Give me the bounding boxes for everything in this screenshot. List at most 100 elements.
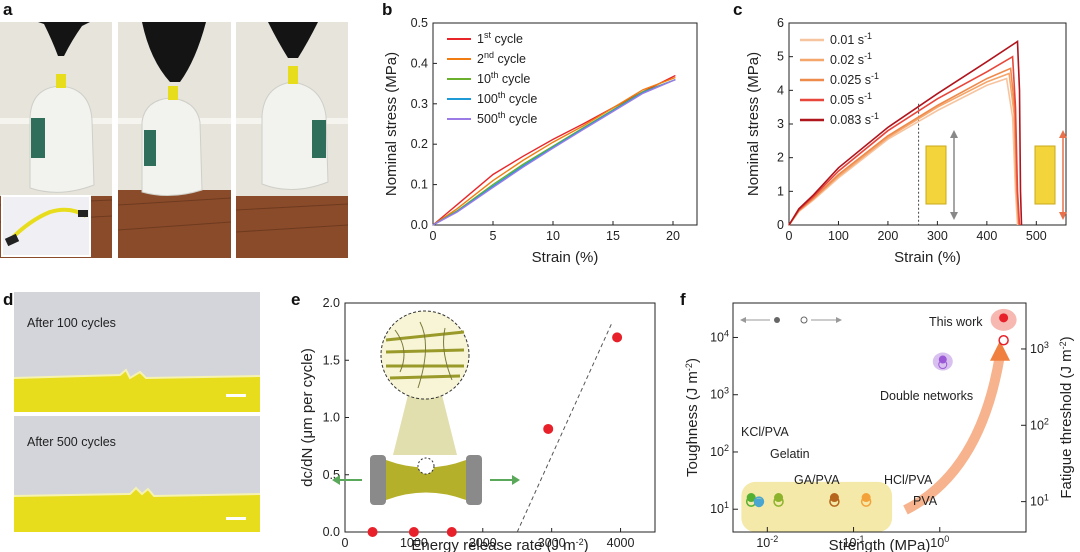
network-illustration — [332, 310, 520, 505]
trend-arrow — [903, 353, 1005, 515]
y-tick-label: 2.0 — [323, 296, 340, 310]
panel-letter-c: c — [733, 0, 742, 19]
legend-label: 0.025 s-1 — [830, 71, 879, 87]
panel-c: c 0 100 200 300 400 500 0 1 2 3 4 5 6 Strain (%) Nomin… — [733, 0, 1067, 266]
x-tick-label: 10-2 — [756, 534, 778, 550]
x-tick-label: 300 — [927, 229, 948, 243]
series-line — [788, 67, 1020, 226]
material-point-open — [938, 360, 948, 370]
panel-letter-b: b — [382, 0, 392, 19]
x-tick-label: 1000 — [400, 536, 428, 550]
panel-letter-f: f — [680, 290, 686, 309]
material-label: PVA — [913, 494, 938, 508]
material-label: Gelatin — [770, 447, 810, 461]
y-tick-label: 0.3 — [411, 97, 428, 111]
y-tick-label: 0.2 — [411, 137, 428, 151]
series-line-2 — [432, 76, 676, 226]
y-tick-label: 0.0 — [411, 218, 428, 232]
y-tick-label: 1.0 — [323, 411, 340, 425]
legend-open-marker — [800, 316, 808, 324]
y-tick-label: 5 — [777, 50, 784, 64]
x-tick-label: 5 — [490, 229, 497, 243]
x-tick-label: 15 — [606, 229, 620, 243]
material-point-open — [829, 496, 840, 507]
material-label: GA/PVA — [794, 473, 840, 487]
x-tick-label: 10-1 — [843, 534, 865, 550]
y-right-axis-label: Fatigue threshold (J m-2) — [1058, 336, 1075, 498]
x-tick-label: 4000 — [607, 536, 635, 550]
legend-label: 100th cycle — [477, 90, 537, 106]
x-tick-label: 400 — [976, 229, 997, 243]
chart-b: 0 5 10 15 20 0.0 0.1 0.2 0.3 0.4 0.5 Strain (%) Nomi… — [383, 16, 698, 266]
x-tick-label: 0 — [786, 229, 793, 243]
legend-label: 1st cycle — [477, 30, 523, 46]
y-left-tick-label: 101 — [710, 500, 729, 516]
y-axis-label: Nominal stress (MPa) — [383, 52, 400, 196]
y-tick-label: 2 — [777, 151, 784, 165]
x-tick-label: 100 — [828, 229, 849, 243]
legend-label: 500th cycle — [477, 110, 537, 126]
y-tick-label: 1.5 — [323, 353, 340, 367]
panel-letter-e: e — [291, 290, 300, 309]
y-tick-label: 0 — [777, 218, 784, 232]
x-tick-label: 20 — [666, 229, 680, 243]
y-left-tick-label: 103 — [710, 386, 729, 402]
arrow-head — [950, 130, 958, 138]
material-label: Double networks — [880, 389, 973, 403]
chart-c: 0 100 200 300 400 500 0 1 2 3 4 5 6 Strain (%) Nominal… — [745, 16, 1067, 266]
y-tick-label: 1 — [777, 184, 784, 198]
series-line — [788, 55, 1021, 226]
photo-a3 — [235, 22, 349, 258]
photo-a2 — [117, 22, 232, 258]
panel-a: a — [0, 0, 349, 258]
y-left-axis-label: Toughness (J m-2) — [684, 358, 701, 477]
series-line — [788, 40, 1023, 226]
x-axis-label: Strain (%) — [894, 249, 961, 266]
y-tick-label: 3 — [777, 117, 784, 131]
y-left-tick-label: 104 — [710, 328, 729, 344]
material-label: KCl/PVA — [741, 425, 789, 439]
y-tick-label: 4 — [777, 83, 784, 97]
photo-d-bottom: After 500 cycles — [13, 416, 261, 532]
x-tick-label: 500 — [1026, 229, 1047, 243]
arrow-head — [1059, 130, 1067, 138]
x-tick-label: 10 — [546, 229, 560, 243]
plot-frame — [732, 302, 1027, 533]
legend-filled-marker — [774, 317, 780, 323]
panel-letter-d: d — [3, 290, 13, 309]
material-point — [999, 313, 1009, 323]
data-point — [446, 527, 457, 537]
data-point — [543, 423, 554, 434]
x-tick-label: 2000 — [469, 536, 497, 550]
x-tick-label: 0 — [430, 229, 437, 243]
trend-arrow-head — [990, 340, 1011, 361]
y-tick-label: 0.5 — [411, 16, 428, 30]
legend-label: 0.02 s-1 — [830, 51, 872, 67]
y-axis-label: dc/dN (μm per cycle) — [299, 348, 316, 487]
photo-d-bottom-caption: After 500 cycles — [27, 435, 116, 449]
data-point — [367, 527, 378, 537]
photo-a-inset — [1, 195, 91, 257]
y-right-tick-label: 101 — [1030, 493, 1049, 509]
conventional-region — [741, 481, 893, 532]
x-axis-label: Energy release rate (J m-2) — [411, 537, 588, 552]
material-point-open — [753, 496, 765, 507]
plot-frame — [432, 22, 698, 226]
sample-strip — [925, 145, 947, 205]
material-point-open — [998, 335, 1009, 346]
x-tick-label: 3000 — [538, 536, 566, 550]
material-label: This work — [929, 315, 983, 329]
y-right-tick-label: 103 — [1030, 340, 1049, 356]
legend-arrow-head — [740, 317, 746, 323]
legend-arrow-head — [836, 317, 842, 323]
y-tick-label: 6 — [777, 16, 784, 30]
photo-d-top: After 100 cycles — [13, 292, 261, 412]
x-axis-label: Strength (MPa) — [829, 537, 931, 552]
legend-label: 0.05 s-1 — [830, 91, 872, 107]
legend-label: 10th cycle — [477, 70, 530, 86]
fit-line — [516, 323, 613, 533]
photo-a1 — [0, 22, 113, 258]
series-line-500 — [432, 78, 676, 226]
